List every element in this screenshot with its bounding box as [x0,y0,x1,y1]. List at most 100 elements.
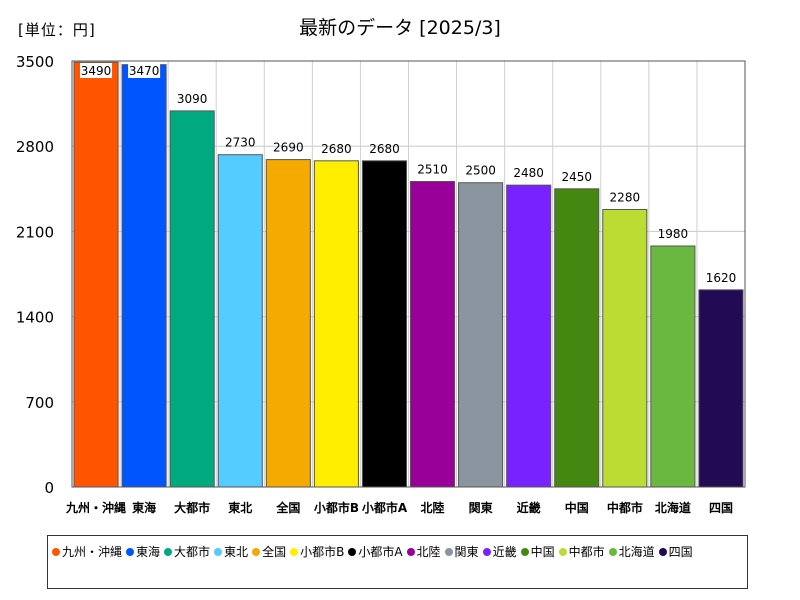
legend-item: 中国 [520,542,555,563]
legend-label: 北陸 [416,545,441,559]
legend-item: 北陸 [406,542,441,563]
legend-label: 東北 [224,545,249,559]
data-labels: 3490 3470 3090 2730 2690 2680 2680 2510 2500 2480… [80,63,736,285]
legend-swatch [520,548,529,556]
legend-label: 九州・沖縄 [62,545,123,559]
x-tick-label: 九州・沖縄 [65,500,126,515]
legend-label: 北海道 [618,545,655,559]
legend-swatch [406,548,415,556]
data-label: 2500 [465,164,496,178]
legend-label: 東海 [136,545,161,559]
bar [410,180,456,488]
legend-swatch [290,548,299,556]
legend-swatch [558,548,567,556]
bar [506,184,552,488]
data-label: 1980 [658,227,689,241]
legend-item: 中都市 [558,542,605,563]
legend-swatch [444,548,453,556]
x-axis-ticks: 九州・沖縄 東海 大都市 東北 全国 小都市B 小都市A 北陸 関東 近畿 中国 中都市 北海道 四国 [65,500,733,515]
x-tick-label: 中国 [565,500,589,515]
x-tick-label: 全国 [275,500,300,515]
legend-swatch [252,548,261,556]
legend-swatch [126,548,135,556]
data-label: 2280 [610,190,641,204]
legend-item: 全国 [252,542,286,563]
x-tick-label: 東北 [228,500,252,515]
y-axis-ticks: 0 700 1400 2100 2800 3500 [16,53,54,497]
legend-item: 小都市A [348,542,403,563]
legend-item: 東北 [214,542,248,563]
legend-swatch [52,548,60,556]
legend-swatch [348,548,357,556]
legend-swatch [608,548,617,556]
legend-swatch [214,548,223,556]
x-tick-label: 大都市 [174,500,210,515]
legend-item: 近畿 [482,542,517,563]
data-label: 2680 [321,142,352,156]
data-label: 2480 [513,166,544,180]
data-label: 3470 [129,64,160,78]
bar [698,289,744,488]
data-label: 2680 [369,142,400,156]
data-label: 2450 [561,170,592,184]
legend-item: 東海 [126,542,160,563]
data-label: 3490 [81,64,112,78]
legend-label: 中都市 [568,545,605,559]
y-tick-label: 2800 [16,138,54,156]
legend-label: 大都市 [174,545,211,559]
legend-label: 小都市A [358,545,403,559]
x-tick-label: 東海 [132,500,156,515]
data-label: 2690 [273,141,304,155]
data-label: 2730 [225,136,256,150]
data-label: 3090 [177,92,208,106]
bar [217,154,263,488]
legend-item: 大都市 [164,542,210,563]
legend-swatch [164,548,173,556]
legend-label: 四国 [668,545,693,559]
legend-label: 全国 [262,545,287,559]
x-tick-label: 北海道 [655,500,691,515]
data-label: 1620 [706,271,737,285]
y-tick-label: 3500 [16,53,54,71]
chart-title: 最新のデータ [2025/3] [299,17,501,39]
legend-item: 関東 [444,542,479,563]
bar [313,160,359,488]
data-label: 2510 [417,162,448,176]
bar [458,182,504,488]
bar-chart: 3490 3470 3090 2730 2690 2680 2680 2510 2500 2480… [16,53,746,515]
y-tick-label: 700 [25,394,54,412]
data-label-bg [128,63,161,78]
legend-label: 近畿 [492,545,517,559]
legend-label: 関東 [454,545,479,559]
bars [73,61,744,488]
bar [650,245,696,488]
x-tick-label: 関東 [469,500,493,515]
x-tick-label: 中都市 [607,500,643,515]
legend-label: 小都市B [300,545,345,559]
legend-swatch [482,548,491,556]
bar [265,159,311,488]
x-tick-label: 小都市A [362,500,408,515]
legend-item: 四国 [658,542,693,563]
plot-frame [71,60,746,488]
bar [602,208,648,488]
legend-item: 小都市B [290,542,344,563]
legend-item: 北海道 [608,542,655,563]
legend-swatch [658,548,667,556]
bar [169,110,215,488]
bar [73,61,119,488]
x-tick-label: 四国 [709,501,733,515]
unit-label: [単位：円] [18,21,96,39]
legend: 九州・沖縄 東海 大都市 東北 全国 小都市B 小都市A 北陸 関東 近畿 中国 中都市 北海道 四国 [47,535,748,589]
legend-label: 中国 [530,545,555,559]
bar [554,188,600,488]
y-tick-label: 1400 [16,309,54,327]
x-tick-label: 近畿 [517,500,541,515]
x-tick-label: 北陸 [421,500,445,515]
bar [361,160,407,488]
y-tick-label: 0 [44,479,54,497]
y-tick-label: 2100 [16,223,54,241]
x-tick-label: 小都市B [314,500,359,515]
bar [121,64,167,488]
data-label-bg [80,63,113,78]
